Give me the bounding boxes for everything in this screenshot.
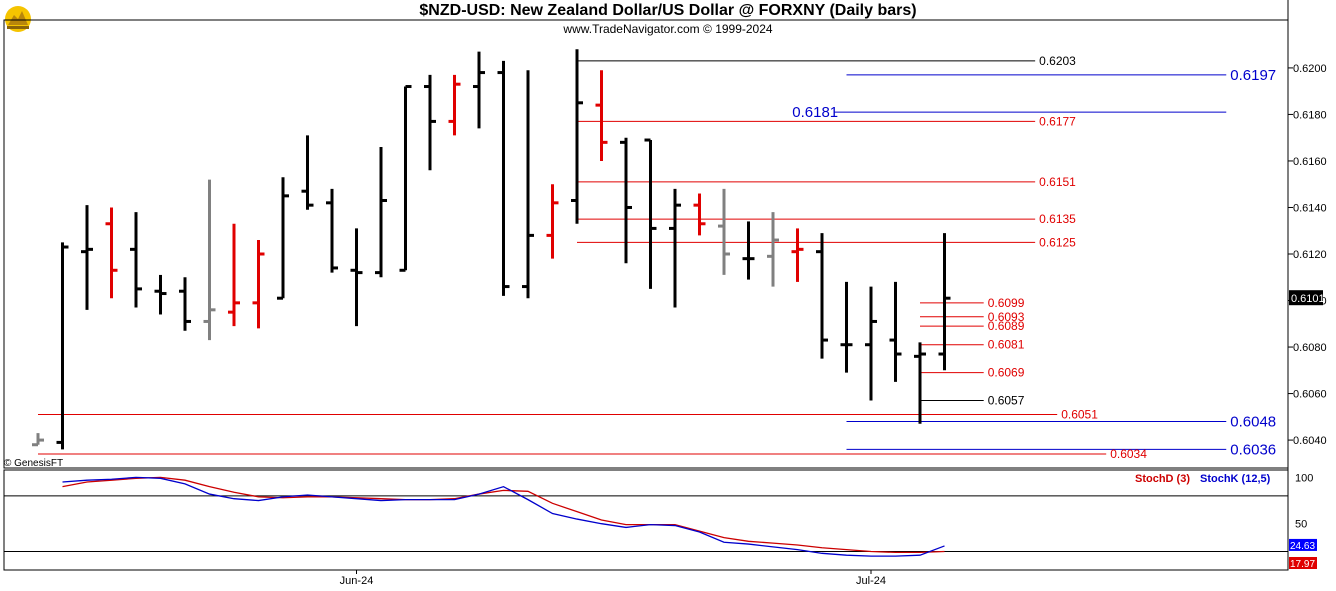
level-label: 0.6069 [988,366,1025,380]
level-label: 0.6099 [988,296,1025,310]
ohlc-bar [473,51,485,129]
level-label: 0.6135 [1039,212,1076,226]
ohlc-bar [914,342,926,424]
ohlc-bar [448,74,461,136]
ohlc-bar [301,135,314,210]
ohlc-bar [228,223,240,327]
ohlc-bar [497,60,510,296]
ohlc-bar [767,212,779,287]
level-label: 0.6089 [988,319,1025,333]
ohlc-bar [816,233,828,359]
level-label: 0.6181 [792,104,838,121]
ohlc-bar [693,193,706,236]
stoch-panel-frame [3,469,1289,571]
price-ytick-label: 0.6040 [1293,435,1327,447]
ohlc-bar [840,281,853,373]
price-ytick-label: 0.6200 [1293,63,1327,75]
level-label: 0.6036 [1230,441,1276,458]
ohlc-bar [718,188,730,275]
ohlc-bar [938,233,951,371]
stoch-end-label: 17.97 [1290,559,1315,570]
level-label: 0.6151 [1039,175,1076,189]
ohlc-bar [130,212,142,308]
ohlc-bar [424,74,436,171]
price-ytick-label: 0.6160 [1293,156,1327,168]
level-label: 0.6048 [1230,413,1276,430]
ohlc-bar [889,281,902,382]
price-ytick-label: 0.6180 [1293,109,1327,121]
stoch-ytick-label: 50 [1295,519,1307,531]
xtick-label: Jul-24 [856,575,886,587]
ohlc-bar [595,70,608,161]
ohlc-bar [32,433,44,447]
level-label: 0.6081 [988,338,1025,352]
price-ytick-label: 0.6080 [1293,342,1327,354]
ohlc-bar [179,277,191,331]
last-price-label: 0.6101 [1291,293,1325,305]
ohlc-bar [277,177,289,300]
ohlc-bar [350,228,363,327]
level-label: 0.6203 [1039,54,1076,68]
price-ytick-label: 0.6120 [1293,249,1327,261]
ohlc-bar [252,240,265,329]
ohlc-bar [154,274,167,315]
stoch-legend-d: StochD (3) [1135,473,1190,485]
ohlc-bar [326,188,338,273]
level-label: 0.6125 [1039,235,1076,249]
ohlc-bar [669,188,681,308]
ohlc-bar [203,179,216,341]
level-label: 0.6034 [1110,447,1147,461]
ohlc-bar [522,70,534,299]
stoch-series-line [62,476,945,557]
stoch-ytick-label: 100 [1295,472,1313,484]
ohlc-bar [791,228,804,282]
stoch-end-label: 24.63 [1290,541,1315,552]
ohlc-bar [105,207,118,299]
level-label: 0.6057 [988,394,1025,408]
stoch-series-line [62,476,945,554]
ohlc-bar [644,138,657,289]
last-price-tag [1289,290,1323,306]
ohlc-bar [620,137,632,264]
level-label: 0.6093 [988,310,1025,324]
stoch-legend-k: StochK (12,5) [1200,473,1271,485]
price-panel-frame [3,19,1289,469]
ohlc-bar [375,147,387,278]
ohlc-bar [81,205,93,310]
stoch-end-tag [1289,557,1317,569]
level-label: 0.6051 [1061,408,1098,422]
ohlc-bar [399,85,412,272]
level-label: 0.6197 [1230,67,1276,84]
price-ytick-label: 0.6060 [1293,389,1327,401]
ohlc-bar [571,49,583,224]
ohlc-bar [742,221,755,280]
ohlc-bar [865,286,877,401]
chart-subtitle: www.TradeNavigator.com © 1999-2024 [563,22,773,36]
chart-title: $NZD-USD: New Zealand Dollar/US Dollar @… [419,2,917,19]
level-label: 0.6177 [1039,114,1076,128]
copyright-label: © GenesisFT [4,458,64,469]
gold-bull-logo-icon [5,6,31,32]
xtick-label: Jun-24 [340,575,374,587]
price-ytick-label: 0.6140 [1293,202,1327,214]
stoch-end-tag [1289,538,1317,551]
ohlc-bar [546,184,559,259]
ohlc-bar [56,242,69,450]
